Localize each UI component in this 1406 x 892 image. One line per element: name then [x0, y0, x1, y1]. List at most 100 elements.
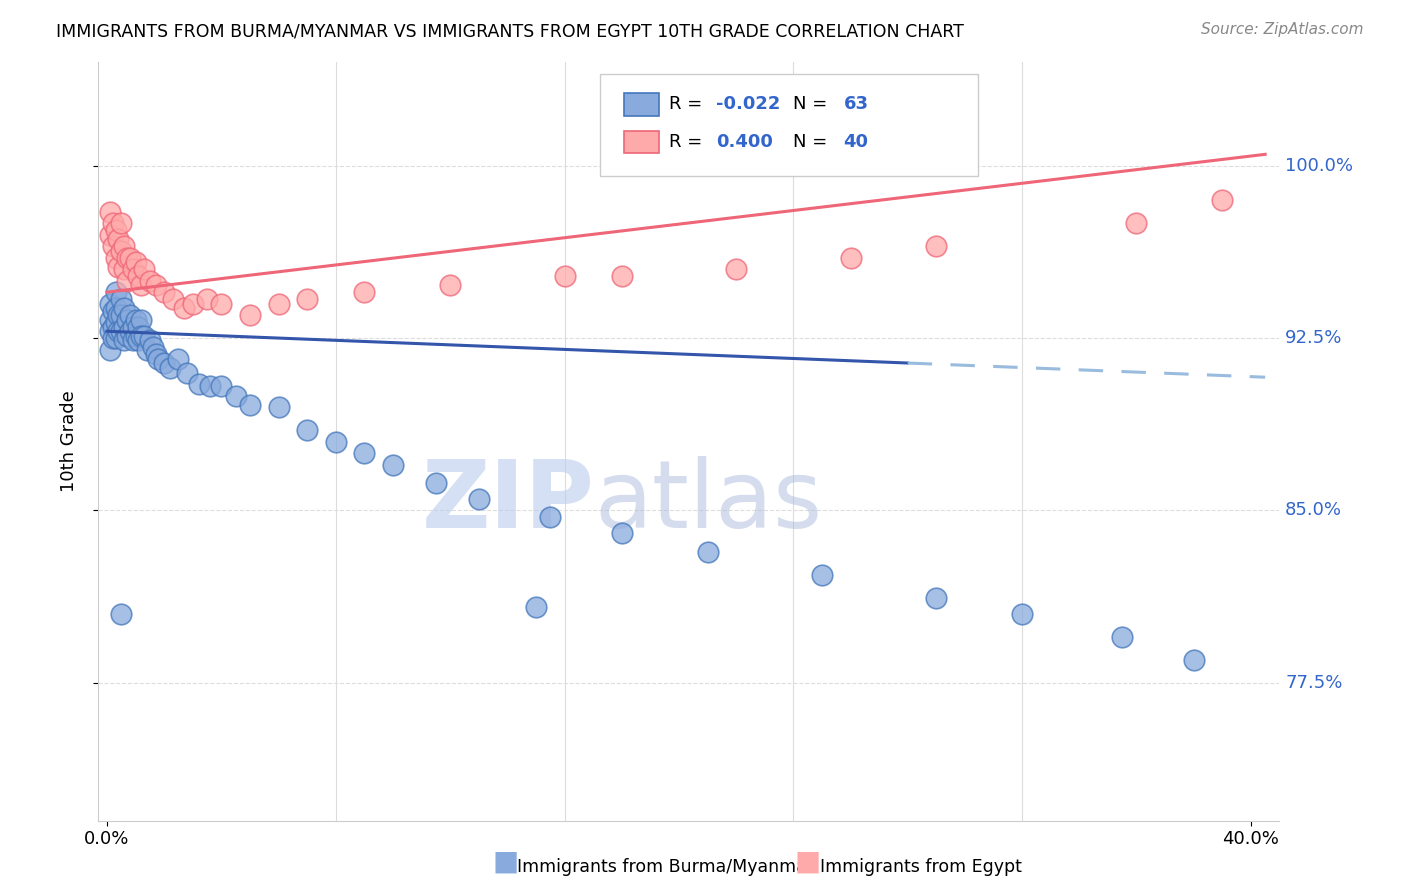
Point: [121, 262, 143, 277]
Y-axis label: 10th Grade: 10th Grade: [59, 391, 77, 492]
Point: [110, 607, 132, 621]
Text: Immigrants from Burma/Myanmar: Immigrants from Burma/Myanmar: [517, 858, 814, 876]
Point: [121, 319, 143, 334]
Point: [115, 274, 138, 288]
Point: [139, 274, 162, 288]
Text: N =: N =: [793, 95, 832, 113]
Point: [610, 526, 633, 541]
Point: [173, 301, 195, 316]
Point: [112, 262, 135, 277]
Point: [101, 319, 124, 334]
Point: [439, 278, 461, 293]
Point: [104, 301, 127, 316]
Point: [225, 388, 247, 402]
Point: [104, 331, 127, 345]
Point: [187, 377, 209, 392]
Point: [134, 329, 156, 343]
Text: 63: 63: [844, 95, 869, 113]
Point: [110, 324, 132, 338]
Text: 85.0%: 85.0%: [1285, 501, 1343, 519]
Point: [110, 292, 132, 306]
Point: [295, 423, 318, 437]
Point: [98, 204, 121, 219]
Point: [107, 308, 129, 322]
Point: [127, 269, 149, 284]
Point: [425, 475, 447, 490]
Point: [98, 312, 121, 326]
Point: [610, 269, 633, 284]
Point: [124, 329, 146, 343]
Point: [925, 239, 948, 253]
Point: [1211, 194, 1233, 208]
Point: [104, 315, 127, 329]
Point: [145, 347, 167, 361]
Point: [925, 591, 948, 605]
Point: [115, 251, 138, 265]
Text: N =: N =: [793, 133, 832, 151]
Point: [267, 400, 290, 414]
Point: [148, 351, 170, 366]
Point: [267, 296, 290, 310]
Text: 100.0%: 100.0%: [1285, 157, 1353, 175]
Point: [112, 334, 135, 348]
Point: [101, 239, 124, 253]
Point: [176, 366, 198, 380]
Text: atlas: atlas: [595, 456, 823, 549]
Point: [101, 303, 124, 318]
Point: [110, 244, 132, 258]
Point: [181, 296, 204, 310]
Point: [554, 269, 576, 284]
Point: [124, 255, 146, 269]
Point: [696, 545, 718, 559]
Point: [110, 216, 132, 230]
Point: [107, 260, 129, 274]
Point: [325, 434, 347, 449]
Point: [118, 308, 141, 322]
Point: [139, 334, 162, 348]
Point: [131, 329, 153, 343]
Text: ZIP: ZIP: [422, 456, 595, 549]
Point: [101, 216, 124, 230]
Point: [239, 398, 262, 412]
Text: ■: ■: [492, 848, 519, 876]
Point: [1111, 630, 1133, 644]
Text: Immigrants from Egypt: Immigrants from Egypt: [820, 858, 1022, 876]
Point: [127, 334, 149, 348]
Text: 0.400: 0.400: [716, 133, 773, 151]
Point: [538, 510, 561, 524]
Point: [110, 308, 132, 322]
Point: [524, 599, 547, 614]
Point: [112, 319, 135, 334]
Point: [353, 446, 375, 460]
Point: [121, 334, 143, 348]
Point: [104, 223, 127, 237]
Text: -0.022: -0.022: [716, 95, 780, 113]
Point: [115, 312, 138, 326]
Point: [1182, 653, 1205, 667]
Point: [468, 491, 491, 506]
Point: [353, 285, 375, 300]
Text: R =: R =: [669, 133, 707, 151]
Point: [112, 301, 135, 316]
Point: [124, 312, 146, 326]
Point: [295, 292, 318, 306]
Point: [131, 278, 153, 293]
Text: Source: ZipAtlas.com: Source: ZipAtlas.com: [1201, 22, 1364, 37]
FancyBboxPatch shape: [624, 130, 659, 153]
Point: [153, 285, 176, 300]
Point: [107, 232, 129, 246]
Point: [153, 356, 176, 370]
Text: R =: R =: [669, 95, 707, 113]
Point: [98, 227, 121, 242]
Point: [136, 343, 159, 357]
Text: ■: ■: [794, 848, 821, 876]
FancyBboxPatch shape: [600, 74, 979, 177]
Point: [98, 343, 121, 357]
Text: 40: 40: [844, 133, 869, 151]
Point: [98, 324, 121, 338]
Point: [811, 567, 834, 582]
Point: [198, 379, 221, 393]
Point: [118, 324, 141, 338]
Point: [104, 251, 127, 265]
FancyBboxPatch shape: [624, 93, 659, 116]
